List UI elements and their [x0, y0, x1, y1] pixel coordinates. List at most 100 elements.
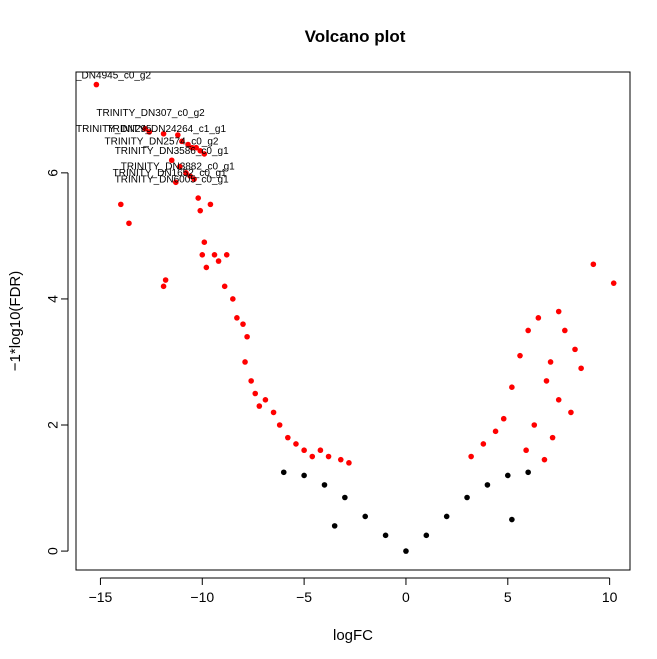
significant-point [234, 315, 240, 321]
significant-point [201, 239, 208, 245]
significant-point [276, 422, 283, 428]
significant-point [242, 359, 248, 365]
significant-point [468, 453, 474, 460]
point-labels: _DN4945_c0_g2 TRINITY_DN307_c0_g2 TRINITY_… [75, 70, 235, 185]
chart-title: Volcano plot [305, 27, 406, 46]
point-label: TRINITY_DN307_c0_g2 [96, 108, 205, 119]
significant-point [177, 163, 183, 170]
x-tick-label: −15 [89, 589, 113, 605]
significant-point [555, 397, 562, 403]
nonsignificant-point [342, 494, 348, 501]
significant-point [523, 447, 529, 454]
significant-point [215, 258, 222, 264]
y-axis-label: −1*log10(FDR) [7, 271, 24, 371]
point-label: TRINITY_DN2574_c0_g2 [105, 136, 219, 147]
significant-point [301, 447, 307, 454]
significant-point [223, 252, 230, 258]
plot-frame [75, 71, 631, 571]
nonsignificant-point [301, 472, 307, 479]
x-tick-label: 10 [602, 589, 618, 605]
significant-point [191, 176, 197, 182]
significant-point [162, 277, 169, 283]
point-label: TRINITY_DN6005_c0_g1 [115, 174, 229, 185]
nonsignificant-point [525, 469, 531, 476]
significant-point [525, 327, 531, 334]
significant-point [543, 378, 550, 384]
nonsignificant-point [423, 532, 430, 539]
significant-point [549, 434, 556, 441]
nonsignificant-point [331, 523, 338, 529]
significant-point [568, 409, 574, 416]
significant-point [256, 403, 263, 409]
significant-point [517, 352, 523, 359]
significant-point [187, 173, 193, 179]
x-axis-label: logFC [333, 627, 373, 644]
significant-point [221, 283, 228, 290]
significant-point [126, 220, 132, 227]
point-label: TRINITY_DN1652_c0_g1 [113, 168, 227, 179]
point-label: TRINITY_DN3882_c0_g1 [121, 162, 235, 173]
significant-point [535, 315, 542, 321]
nonsignificant-point [464, 494, 470, 501]
significant-point [262, 397, 269, 403]
x-tick-label: −10 [190, 589, 214, 605]
significant-point [168, 157, 175, 164]
significant-point [173, 179, 179, 186]
x-tick-label: 0 [402, 589, 410, 605]
significant-point [118, 201, 124, 208]
significant-point [193, 144, 199, 151]
significant-point [562, 327, 568, 334]
significant-point [547, 359, 554, 365]
significant-point [555, 308, 562, 315]
nonsignificant-point [504, 472, 511, 479]
point-label: _DN4945_c0_g2 [75, 70, 151, 81]
nonsignificant-points [280, 469, 531, 554]
significant-point [309, 453, 316, 460]
significant-point [509, 384, 515, 390]
significant-point [480, 441, 487, 447]
nonsignificant-point [403, 548, 409, 554]
significant-point [185, 141, 191, 148]
significant-point [211, 252, 218, 258]
significant-point [293, 441, 299, 447]
significant-point [578, 365, 584, 372]
significant-point [160, 283, 167, 290]
significant-points [93, 81, 617, 466]
significant-point [240, 321, 246, 327]
y-tick-label: 4 [45, 295, 61, 303]
significant-point [189, 144, 195, 151]
significant-point [142, 125, 149, 132]
significant-point [337, 456, 344, 463]
plot-area: _DN4945_c0_g2 TRINITY_DN307_c0_g2 TRINITY_… [75, 70, 617, 554]
significant-point [252, 390, 259, 397]
point-label: TRINITY_DN3586_c0_g1 [115, 146, 229, 157]
y-tick-label: 0 [45, 547, 61, 555]
significant-point [500, 415, 507, 422]
significant-point [203, 264, 210, 271]
point-label: TRINITY_DN295 [76, 124, 152, 135]
significant-point [207, 201, 214, 208]
significant-point [199, 252, 206, 258]
nonsignificant-point [443, 513, 450, 520]
significant-point [590, 261, 597, 268]
significant-point [492, 428, 499, 435]
nonsignificant-point [280, 469, 287, 476]
significant-point [201, 151, 208, 157]
significant-point [183, 170, 189, 176]
significant-point [541, 456, 548, 463]
significant-point [175, 132, 181, 138]
y-tick-label: 6 [45, 169, 61, 177]
significant-point [531, 422, 538, 428]
significant-point [93, 81, 100, 88]
x-tick-label: 5 [504, 589, 512, 605]
significant-point [195, 195, 202, 201]
significant-point [179, 138, 185, 145]
significant-point [197, 148, 204, 154]
nonsignificant-point [382, 532, 389, 539]
significant-point [572, 346, 578, 353]
significant-point [160, 130, 167, 137]
significant-point [146, 129, 153, 135]
significant-point [325, 453, 332, 460]
significant-point [197, 207, 204, 214]
